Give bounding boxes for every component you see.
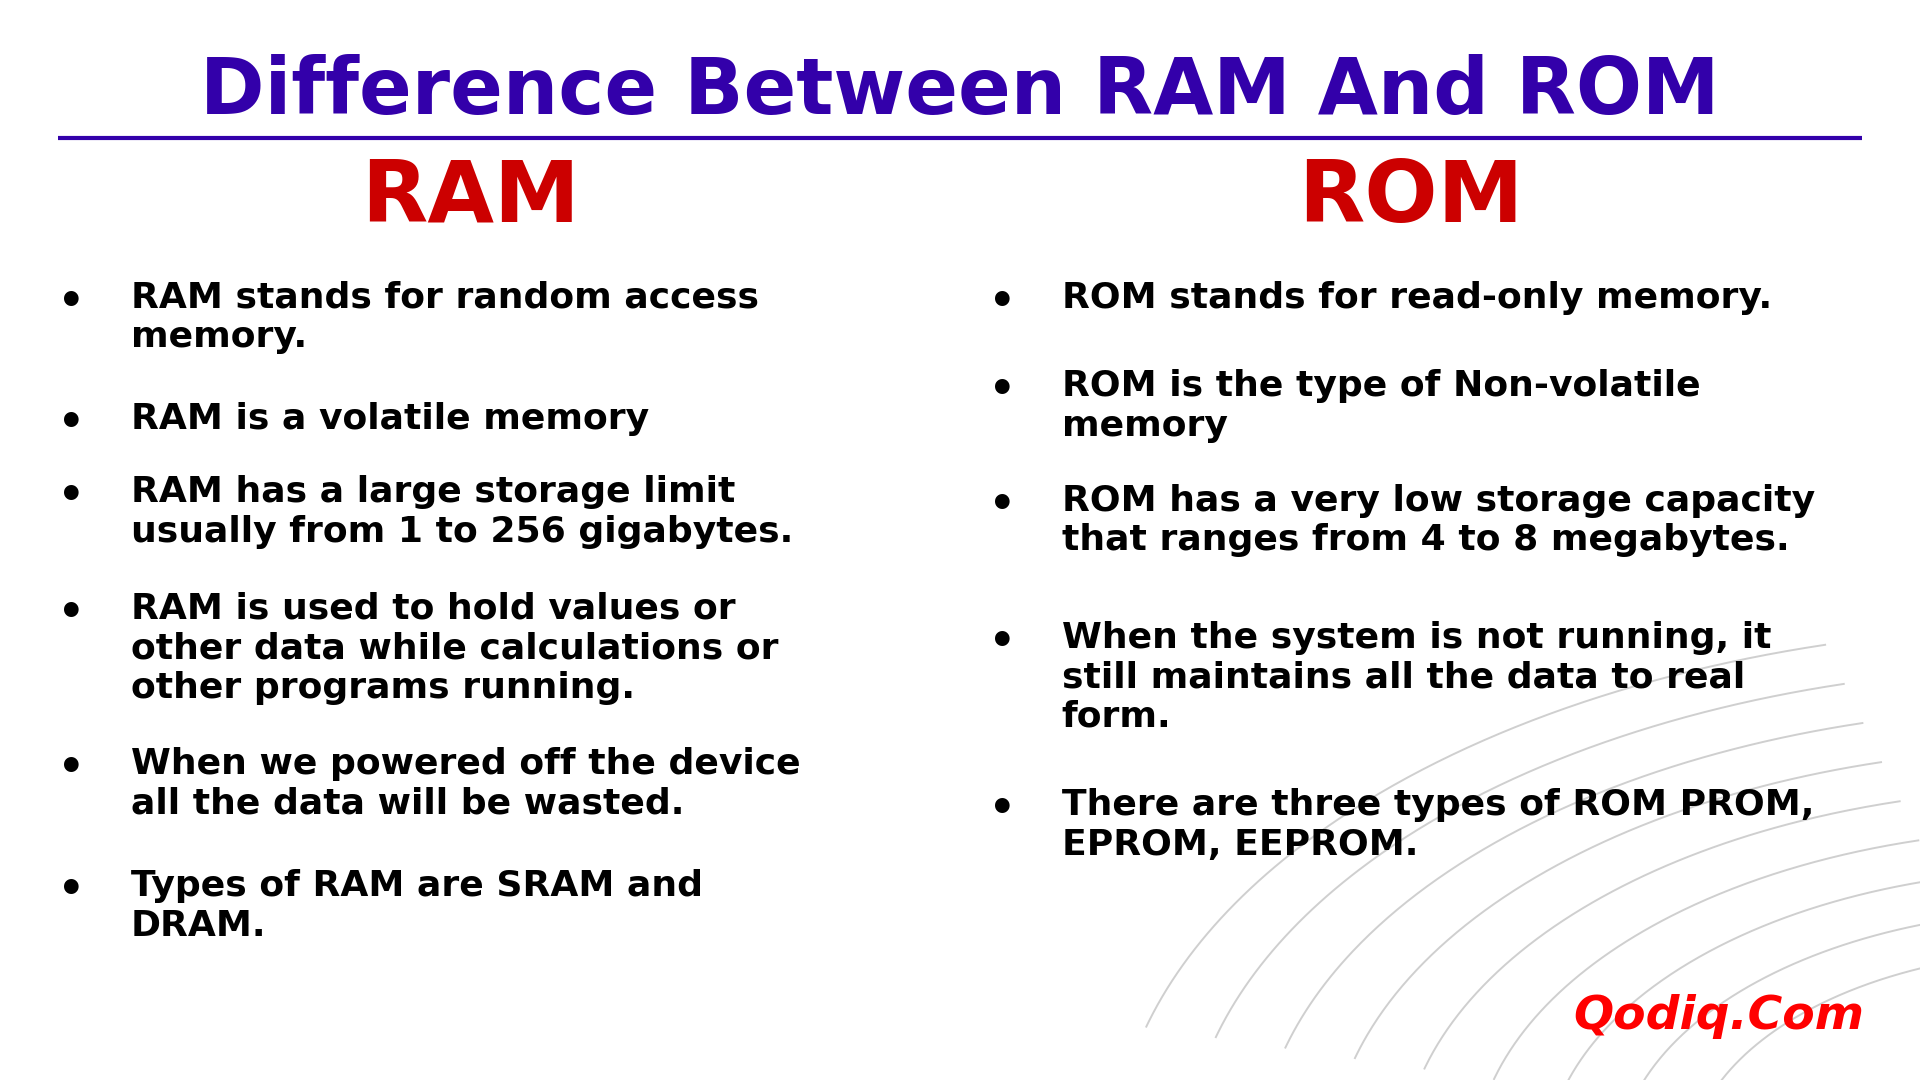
Text: ROM is the type of Non-volatile
memory: ROM is the type of Non-volatile memory (1062, 369, 1701, 443)
Text: RAM stands for random access
memory.: RAM stands for random access memory. (131, 281, 758, 354)
Text: RAM is used to hold values or
other data while calculations or
other programs ru: RAM is used to hold values or other data… (131, 592, 778, 704)
Text: RAM has a large storage limit
usually from 1 to 256 gigabytes.: RAM has a large storage limit usually fr… (131, 475, 793, 549)
Text: •: • (58, 592, 84, 634)
Text: •: • (989, 369, 1016, 411)
Text: ROM stands for read-only memory.: ROM stands for read-only memory. (1062, 281, 1772, 314)
Text: When we powered off the device
all the data will be wasted.: When we powered off the device all the d… (131, 747, 801, 821)
Text: RAM is a volatile memory: RAM is a volatile memory (131, 402, 649, 435)
Text: ROM: ROM (1298, 157, 1524, 240)
Text: Qodiq.Com: Qodiq.Com (1572, 994, 1864, 1039)
Text: RAM: RAM (361, 157, 580, 240)
Text: Difference Between RAM And ROM: Difference Between RAM And ROM (200, 54, 1720, 130)
Text: ROM has a very low storage capacity
that ranges from 4 to 8 megabytes.: ROM has a very low storage capacity that… (1062, 484, 1814, 557)
Text: •: • (58, 869, 84, 912)
Text: •: • (989, 281, 1016, 323)
Text: •: • (58, 475, 84, 517)
Text: Types of RAM are SRAM and
DRAM.: Types of RAM are SRAM and DRAM. (131, 869, 703, 943)
Text: When the system is not running, it
still maintains all the data to real
form.: When the system is not running, it still… (1062, 621, 1772, 733)
Text: There are three types of ROM PROM,
EPROM, EEPROM.: There are three types of ROM PROM, EPROM… (1062, 788, 1814, 862)
Text: •: • (989, 484, 1016, 526)
Text: •: • (989, 621, 1016, 663)
Text: •: • (58, 281, 84, 323)
Text: •: • (989, 788, 1016, 831)
Text: •: • (58, 402, 84, 444)
Text: •: • (58, 747, 84, 789)
